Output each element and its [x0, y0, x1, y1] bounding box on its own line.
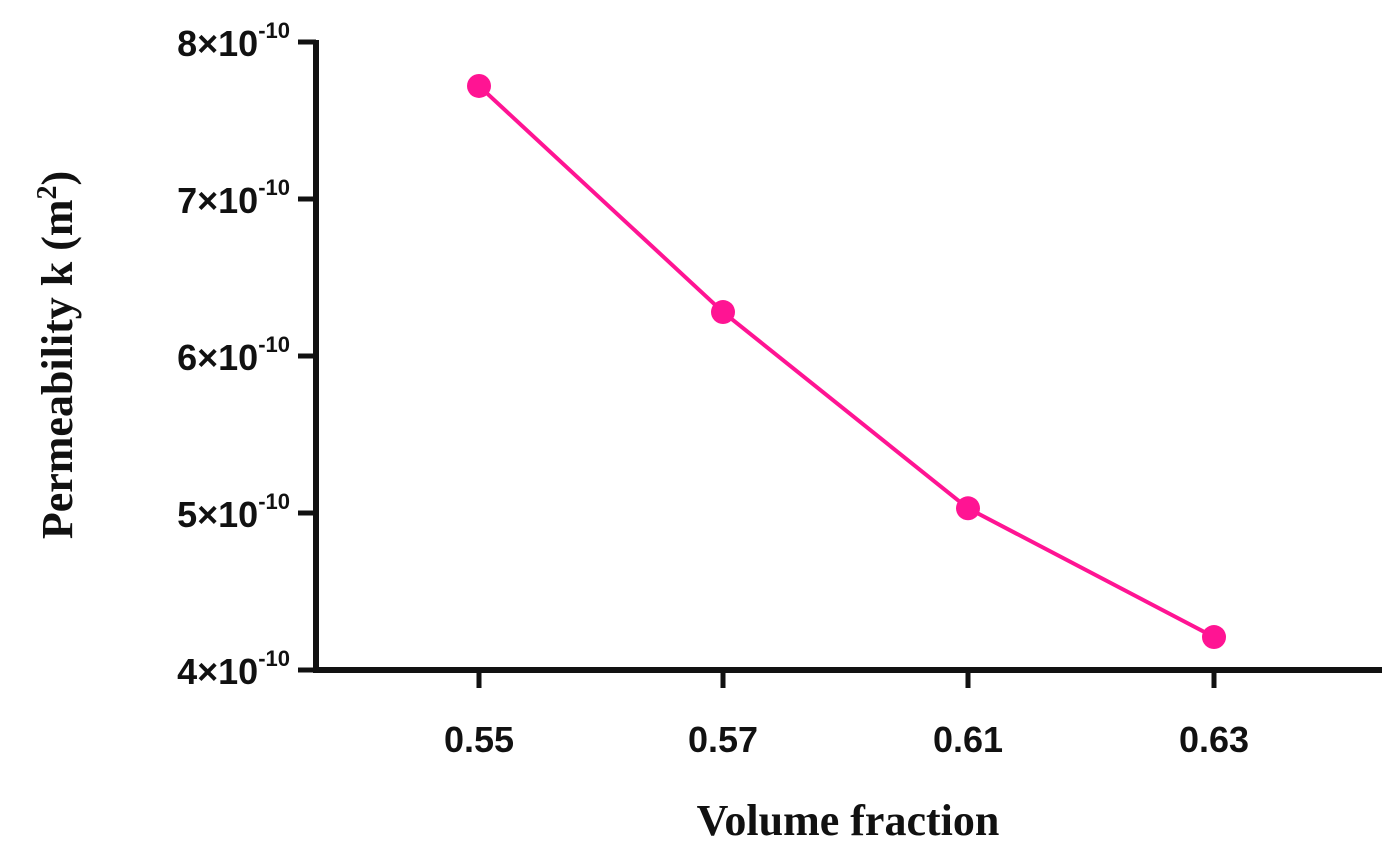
- data-point: [1202, 625, 1226, 650]
- y-tick-labels: 4×10-10 5×10-10 6×10-10 7×10-10 8×10-10: [177, 18, 290, 692]
- y-axis-title-superscript: 2: [32, 185, 63, 199]
- y-tick-label: 5×10-10: [177, 489, 290, 535]
- y-axis-title-end: ): [33, 171, 82, 186]
- y-tick-label: 4×10-10: [177, 646, 290, 692]
- data-point: [711, 300, 735, 325]
- axes: [298, 39, 1382, 688]
- x-tick-label: 0.61: [933, 719, 1003, 760]
- x-tick-label: 0.57: [688, 719, 758, 760]
- data-point: [467, 73, 491, 98]
- x-tick-labels: 0.55 0.57 0.61 0.63: [444, 719, 1249, 760]
- y-tick-label: 7×10-10: [177, 175, 290, 221]
- y-tick-label: 6×10-10: [177, 332, 290, 378]
- x-tick-label: 0.63: [1179, 719, 1249, 760]
- y-tick-label: 8×10-10: [177, 18, 290, 64]
- series-layer: [467, 73, 1226, 650]
- data-point: [956, 496, 980, 521]
- x-axis-title: Volume fraction: [697, 796, 1000, 845]
- y-axis-title-main: Permeability k (m: [33, 199, 82, 539]
- y-axis-title: Permeability k (m2): [32, 171, 82, 539]
- x-tick-label: 0.55: [444, 719, 514, 760]
- series-line: [477, 84, 1215, 639]
